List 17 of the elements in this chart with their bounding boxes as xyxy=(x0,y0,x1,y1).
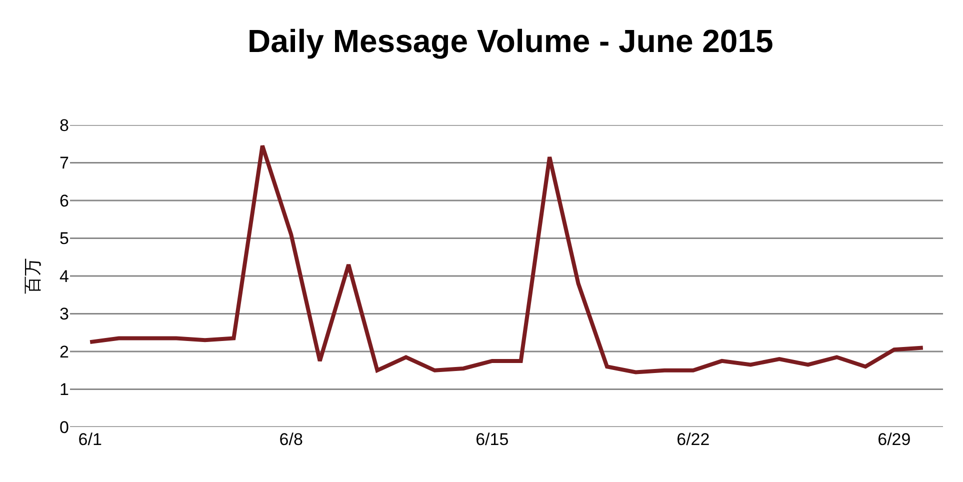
x-tick-label: 6/22 xyxy=(676,430,710,449)
x-tick-label: 6/29 xyxy=(878,430,911,449)
y-tick-label: 8 xyxy=(60,116,69,135)
y-tick-label: 4 xyxy=(60,266,69,286)
y-tick-label: 7 xyxy=(60,154,69,173)
x-tick-label: 6/8 xyxy=(279,430,303,449)
line-series xyxy=(88,144,925,374)
x-tick-label: 6/15 xyxy=(476,430,509,449)
y-tick-label: 0 xyxy=(60,418,69,437)
y-tick-label: 2 xyxy=(60,342,69,362)
y-tick-label: 6 xyxy=(60,191,69,210)
y-tick-label: 5 xyxy=(60,229,69,248)
x-tick-label: 6/1 xyxy=(78,430,102,449)
y-tick-label: 3 xyxy=(60,304,69,324)
chart-title: Daily Message Volume - June 2015 xyxy=(247,23,774,60)
y-axis-title: 百万 xyxy=(22,258,44,294)
y-tick-label: 1 xyxy=(60,380,69,400)
